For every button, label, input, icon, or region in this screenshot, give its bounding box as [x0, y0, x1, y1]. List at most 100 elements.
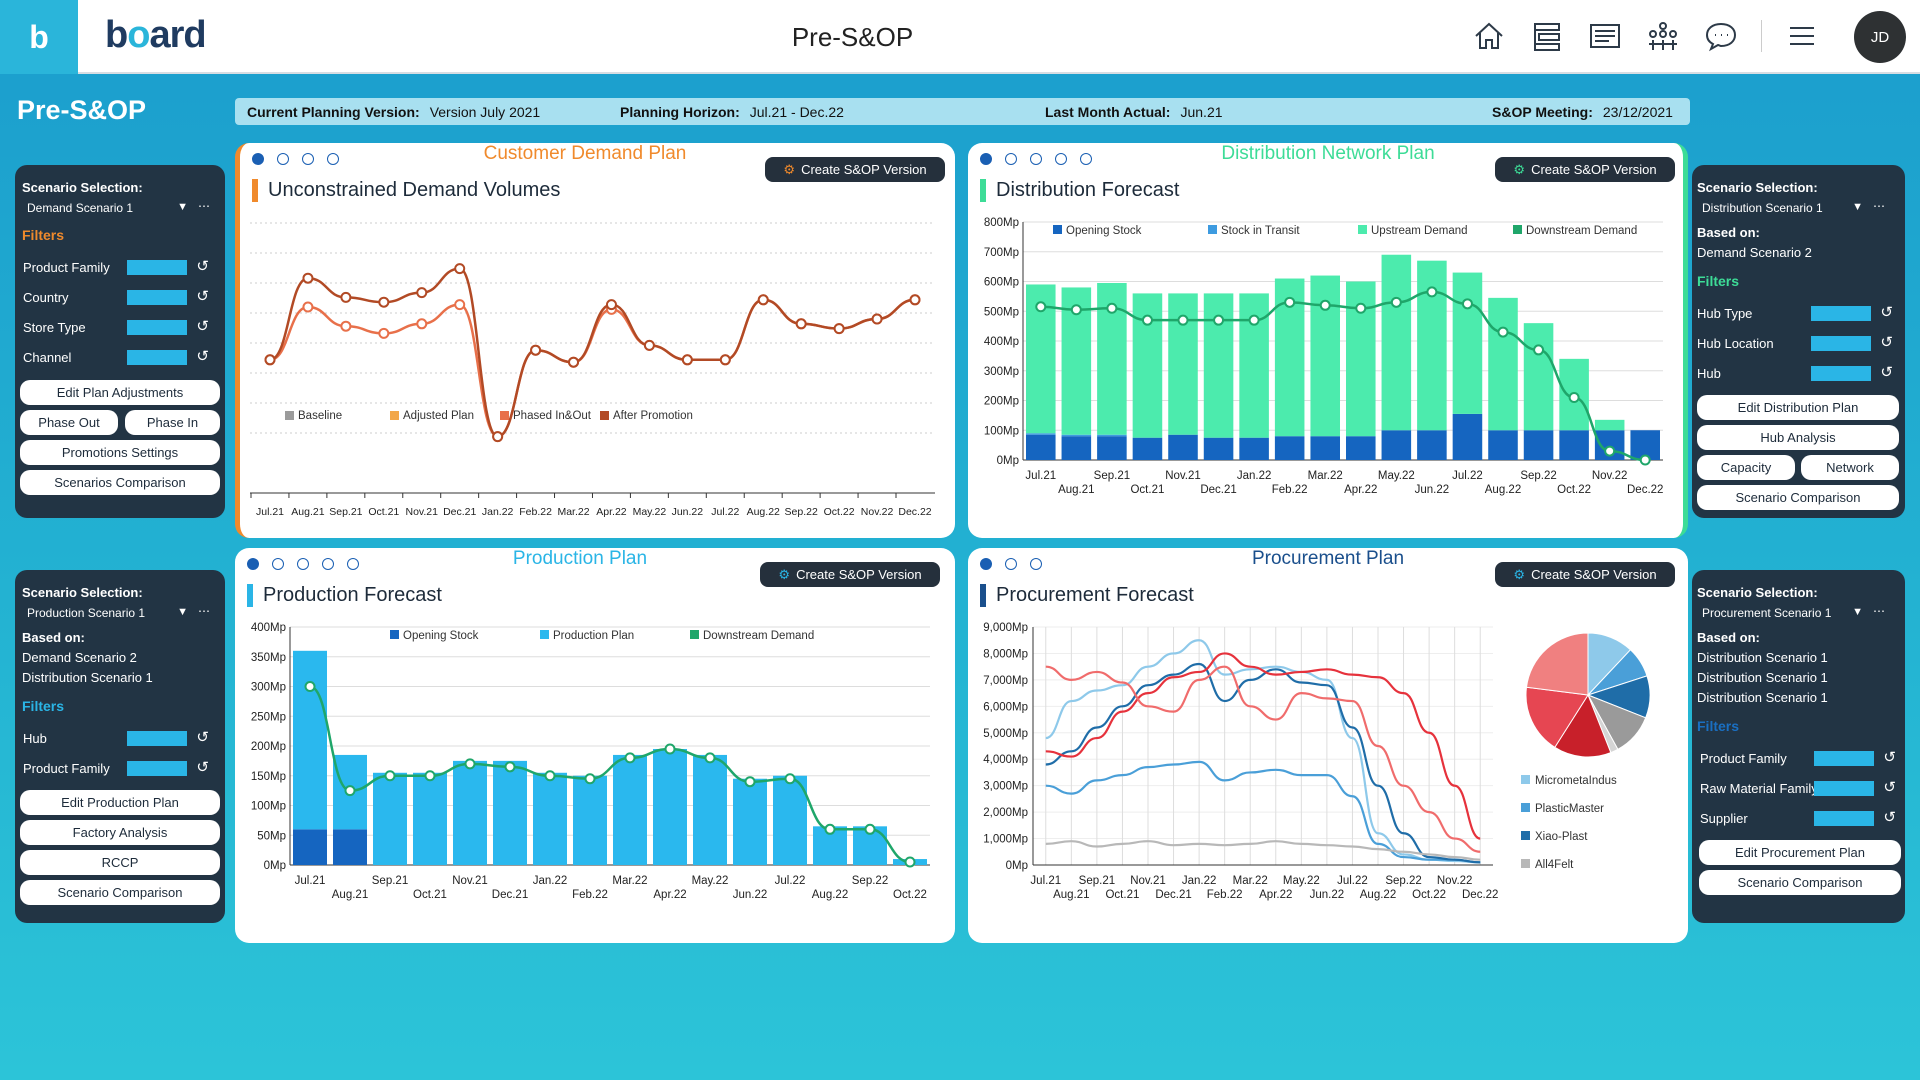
capacity-button[interactable]: Capacity [1697, 455, 1795, 480]
x-tick-label: Jul.22 [775, 875, 806, 887]
bar-segment [1346, 436, 1376, 460]
x-tick-label: Jan.22 [1182, 875, 1217, 887]
page-dots[interactable] [247, 558, 359, 570]
filter-product-family[interactable]: Product Family ↺ [23, 759, 209, 776]
legend-swatch [1521, 803, 1530, 812]
phase-in-button[interactable]: Phase In [125, 410, 220, 435]
x-tick-label: Aug.22 [747, 506, 780, 518]
x-tick-label: Mar.22 [1233, 875, 1268, 887]
x-tick-label: Mar.22 [1308, 470, 1343, 482]
filter-product-family[interactable]: Product Family ↺ [23, 258, 209, 275]
x-tick-label: Nov.21 [406, 506, 439, 518]
chat-icon[interactable] [1703, 20, 1739, 52]
filter-country[interactable]: Country ↺ [23, 288, 209, 305]
data-point [605, 299, 617, 311]
x-tick-label: Aug.21 [332, 889, 368, 901]
legend-swatch [285, 411, 294, 420]
reset-icon: ↺ [1880, 364, 1893, 381]
edit-distribution-plan-button[interactable]: Edit Distribution Plan [1697, 395, 1899, 420]
x-tick-label: Sep.21 [1094, 470, 1130, 482]
page-dots[interactable] [980, 153, 1092, 165]
page-dots[interactable] [980, 558, 1042, 570]
create-sop-version-button[interactable]: ⚙ Create S&OP Version [1495, 562, 1675, 587]
hierarchy-icon[interactable] [1529, 20, 1565, 52]
bar-segment [373, 772, 407, 865]
data-point [664, 743, 676, 755]
y-tick-label: 700Mp [984, 247, 1019, 259]
filter-store-type[interactable]: Store Type ↺ [23, 318, 209, 335]
x-tick-label: Jun.22 [733, 889, 768, 901]
list-icon[interactable] [1587, 20, 1623, 52]
filter-hub[interactable]: Hub ↺ [23, 729, 209, 746]
series-line [1040, 290, 1646, 462]
data-point [1639, 454, 1651, 466]
distribution-filters-title: Filters [1697, 273, 1740, 289]
y-tick-label: 7,000Mp [983, 675, 1028, 687]
demand-panel: Scenario Selection: Demand Scenario 1 ▼ ⋯ … [15, 165, 225, 518]
edit-production-plan-button[interactable]: Edit Production Plan [20, 790, 220, 815]
create-sop-version-button[interactable]: ⚙ Create S&OP Version [760, 562, 940, 587]
network-button[interactable]: Network [1801, 455, 1899, 480]
promotions-settings-button[interactable]: Promotions Settings [20, 440, 220, 465]
filter-product-family[interactable]: Product Family ↺ [1700, 749, 1896, 766]
chevron-down-icon: ▼ [177, 201, 188, 213]
y-tick-label: 100Mp [984, 425, 1019, 437]
x-tick-label: Sep.21 [1079, 875, 1115, 887]
app-logo-square[interactable]: b [0, 0, 78, 74]
home-icon[interactable] [1471, 20, 1507, 52]
scenarios-comparison-button[interactable]: Scenarios Comparison [20, 470, 220, 495]
reset-icon: ↺ [1880, 304, 1893, 321]
series-line [1045, 665, 1481, 853]
scenario-comparison-button[interactable]: Scenario Comparison [1697, 485, 1899, 510]
x-tick-label: Dec.21 [443, 506, 476, 518]
filter-hub-type[interactable]: Hub Type ↺ [1697, 304, 1893, 321]
phase-out-button[interactable]: Phase Out [20, 410, 118, 435]
filter-hub[interactable]: Hub ↺ [1697, 364, 1893, 381]
data-point [340, 320, 352, 332]
bar-segment [1523, 323, 1554, 431]
legend-swatch [540, 630, 549, 639]
x-tick-label: Aug.22 [1485, 484, 1521, 496]
org-icon[interactable] [1645, 20, 1681, 52]
y-tick-label: 0Mp [997, 455, 1019, 467]
filter-channel[interactable]: Channel ↺ [23, 348, 209, 365]
bar-segment [1061, 434, 1092, 437]
data-point [744, 776, 756, 788]
production-scenario-select[interactable]: Production Scenario 1 ▼ ⋯ [27, 604, 210, 620]
rccp-button[interactable]: RCCP [20, 850, 220, 875]
x-tick-label: Aug.22 [812, 889, 848, 901]
edit-procurement-plan-button[interactable]: Edit Procurement Plan [1699, 840, 1901, 865]
legend-label: Downstream Demand [703, 630, 814, 642]
edit-plan-adjustments-button[interactable]: Edit Plan Adjustments [20, 380, 220, 405]
scenario-comparison-button[interactable]: Scenario Comparison [20, 880, 220, 905]
procurement-scenario-select[interactable]: Procurement Scenario 1 ▼ ⋯ [1702, 604, 1885, 620]
create-sop-version-button[interactable]: ⚙ Create S&OP Version [1495, 157, 1675, 182]
menu-icon[interactable] [1784, 20, 1820, 52]
page-dots[interactable] [252, 153, 339, 165]
filter-raw-material-family[interactable]: Raw Material Family ↺ [1700, 779, 1896, 796]
data-point [704, 752, 716, 764]
scenario-comparison-button[interactable]: Scenario Comparison [1699, 870, 1901, 895]
filter-supplier[interactable]: Supplier ↺ [1700, 809, 1896, 826]
reset-icon: ↺ [1883, 809, 1896, 826]
bar-segment [1452, 413, 1483, 460]
data-point [584, 773, 596, 785]
procurement-line-chart: 0Mp 1,000Mp 2,000Mp 3,000Mp 4,000Mp 5,000Mp 6,… [983, 622, 1651, 901]
y-tick-label: 1,000Mp [983, 834, 1028, 846]
demand-scenario-select[interactable]: Demand Scenario 1 ▼ ⋯ [27, 199, 210, 215]
bar-segment [1026, 434, 1056, 460]
filter-hub-location[interactable]: Hub Location ↺ [1697, 334, 1893, 351]
x-tick-label: Apr.22 [1259, 889, 1292, 901]
avatar[interactable]: JD [1854, 11, 1906, 63]
create-sop-version-button[interactable]: ⚙ Create S&OP Version [765, 157, 945, 182]
info-bar: Current Planning Version: Version July 20… [235, 98, 1690, 125]
x-tick-label: Dec.21 [492, 889, 528, 901]
hub-analysis-button[interactable]: Hub Analysis [1697, 425, 1899, 450]
y-tick-label: 200Mp [984, 396, 1019, 408]
y-tick-label: 250Mp [251, 711, 286, 723]
distribution-scenario-select[interactable]: Distribution Scenario 1 ▼ ⋯ [1702, 199, 1885, 215]
factory-analysis-button[interactable]: Factory Analysis [20, 820, 220, 845]
y-tick-label: 800Mp [984, 217, 1019, 229]
data-point [1390, 296, 1402, 308]
procurement-based-label: Based on: [1697, 630, 1760, 645]
